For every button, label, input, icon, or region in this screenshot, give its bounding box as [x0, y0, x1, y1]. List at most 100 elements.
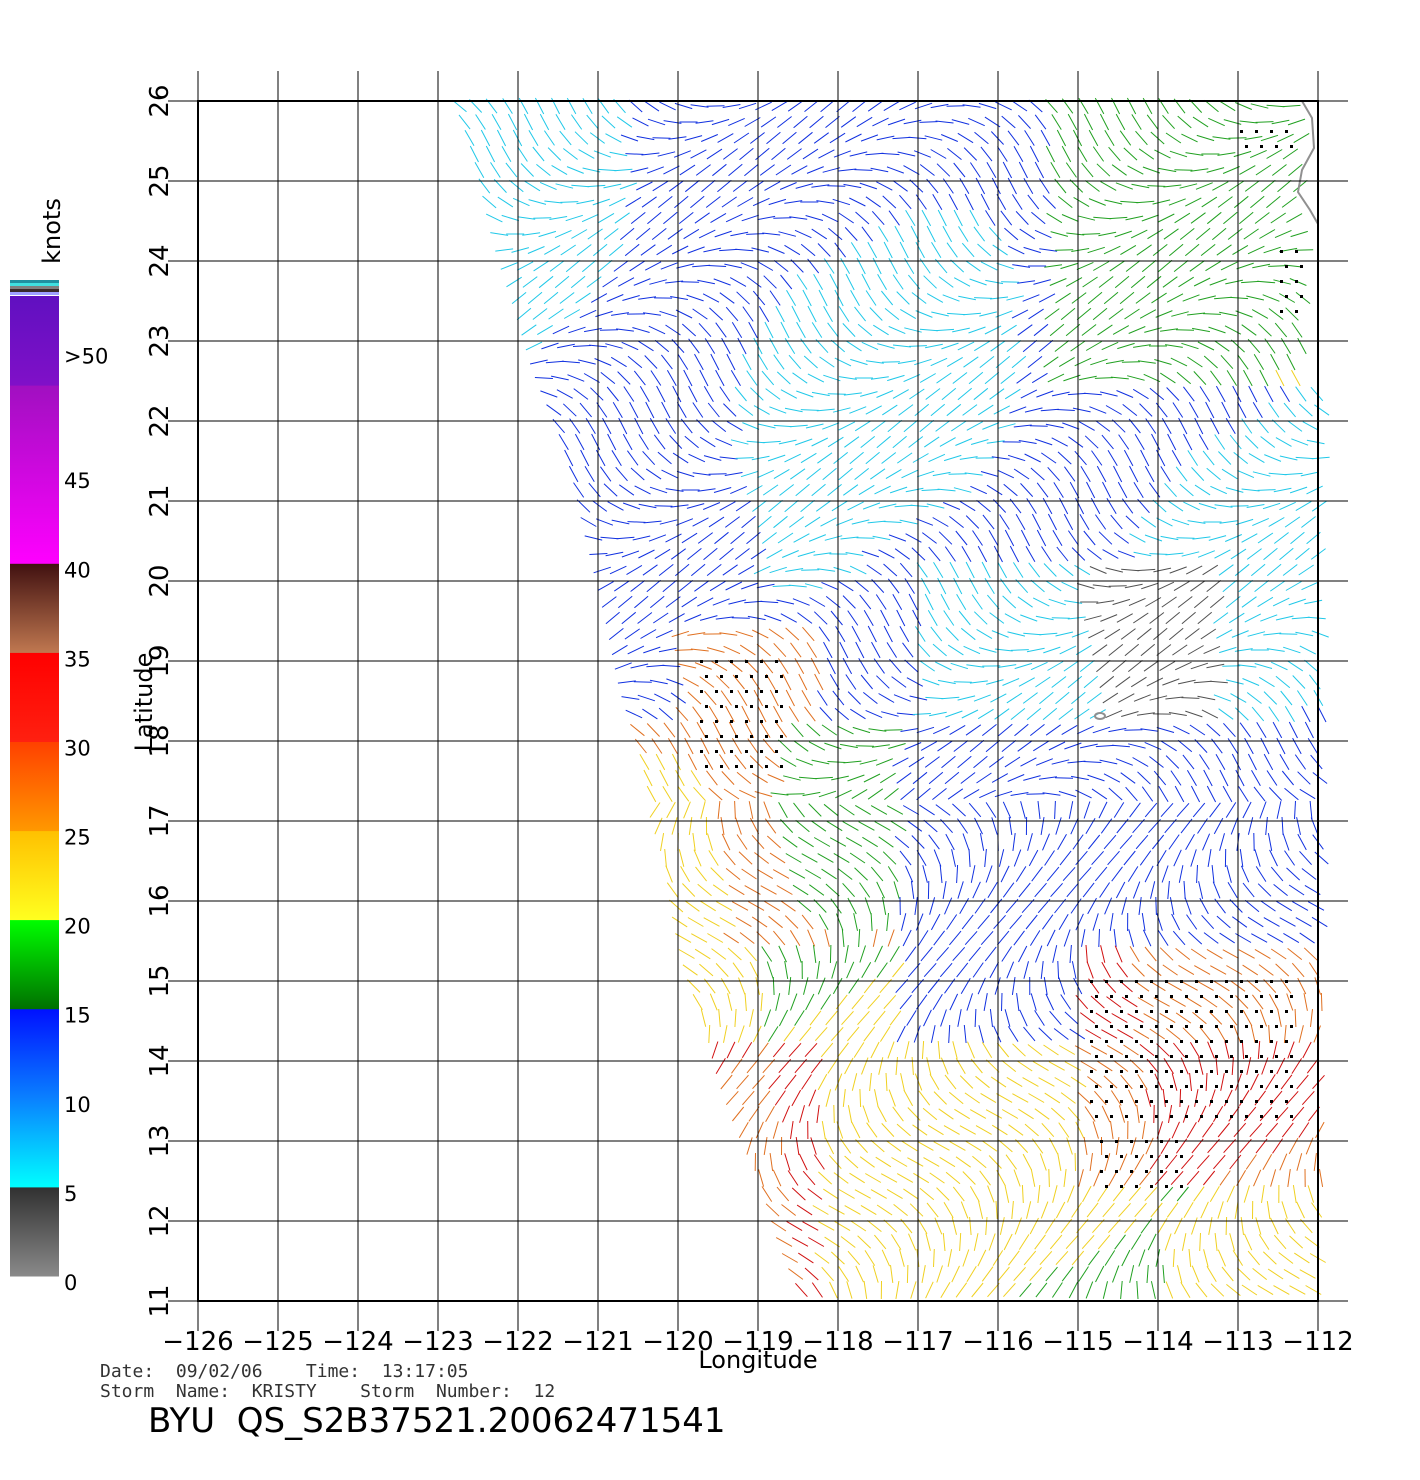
wind-vector [782, 836, 798, 848]
wind-vector [1277, 1009, 1282, 1027]
wind-vector [1079, 660, 1095, 672]
rain-flag [1140, 1055, 1143, 1058]
wind-vector [916, 470, 935, 478]
wind-vector [666, 882, 679, 898]
wind-vector [721, 196, 737, 208]
wind-vector [655, 629, 673, 639]
wind-vector [951, 420, 967, 432]
wind-vector [1150, 881, 1156, 899]
wind-vector [1048, 598, 1066, 606]
wind-vector [931, 311, 949, 317]
longitude-tick-label: −112 [1282, 1327, 1353, 1357]
wind-vector [817, 853, 834, 863]
wind-vector [1222, 166, 1240, 174]
wind-vector [893, 1204, 908, 1216]
wind-vector [978, 1025, 984, 1043]
wind-vector [595, 518, 614, 526]
wind-vector [1297, 833, 1307, 851]
rain-flag [1125, 1055, 1128, 1058]
wind-vector [773, 354, 785, 370]
wind-vector [824, 742, 842, 750]
wind-vector [963, 1024, 967, 1044]
wind-vector [1267, 933, 1284, 943]
wind-vector [1208, 326, 1226, 334]
wind-vector [579, 309, 597, 319]
wind-vector [969, 1185, 980, 1203]
wind-vector [811, 228, 828, 240]
wind-vector [992, 244, 1008, 256]
wind-vector [1100, 614, 1118, 622]
wind-vector [511, 292, 527, 304]
wind-vector [1292, 901, 1309, 911]
wind-vector [1193, 1186, 1205, 1202]
wind-vector [850, 1220, 867, 1232]
wind-vector [1047, 373, 1065, 383]
wind-vector [1018, 1108, 1034, 1120]
wind-vector [692, 706, 704, 722]
rain-flag [715, 720, 718, 723]
wind-vector [1281, 1201, 1288, 1219]
wind-vector [973, 387, 989, 401]
rain-flag [1260, 1115, 1263, 1118]
wind-vector [960, 1201, 969, 1219]
latitude-tick-label: 24 [145, 244, 175, 277]
wind-vector [684, 737, 694, 755]
wind-vector [1242, 964, 1259, 976]
rain-flag [705, 735, 708, 738]
wind-vector [978, 647, 997, 653]
wind-vector [654, 548, 671, 560]
wind-vector [757, 705, 767, 723]
wind-vector [1165, 1028, 1181, 1040]
wind-vector [1175, 466, 1188, 482]
wind-vector [1197, 611, 1213, 625]
wind-vector [528, 129, 539, 147]
wind-vector [1129, 1059, 1144, 1073]
wind-vector [953, 209, 963, 227]
wind-vector [1092, 726, 1111, 734]
wind-vector [646, 166, 664, 174]
rain-flag [1290, 1055, 1293, 1058]
wind-vector [1194, 739, 1208, 753]
wind-vector [1019, 228, 1036, 240]
wind-vector [1243, 1185, 1250, 1203]
wind-vector [501, 145, 512, 163]
wind-vector [698, 229, 716, 239]
colorbar-cap-stripe [10, 280, 59, 283]
wind-vector [871, 420, 887, 432]
rain-flag [1165, 1100, 1168, 1103]
wind-vector [1166, 387, 1180, 401]
wind-vector [1144, 741, 1162, 751]
wind-vector [611, 644, 628, 656]
wind-vector [1117, 481, 1128, 499]
wind-vector [1006, 961, 1015, 979]
wind-vector [863, 773, 881, 783]
wind-vector [690, 149, 707, 159]
wind-vector [808, 534, 826, 542]
wind-vector [948, 1091, 964, 1105]
wind-vector [674, 102, 693, 110]
wind-vector [814, 1026, 828, 1042]
wind-vector [1268, 308, 1284, 320]
wind-vector [930, 403, 946, 417]
wind-vector [932, 643, 947, 657]
wind-vector [956, 962, 969, 978]
wind-vector [1092, 584, 1111, 588]
wind-vector [1198, 502, 1217, 510]
wind-vector [1226, 370, 1238, 386]
wind-vector [778, 1009, 789, 1027]
wind-vector [1212, 881, 1221, 899]
wind-vector [1121, 897, 1127, 915]
wind-vector [1152, 499, 1167, 513]
rain-flag [1185, 995, 1188, 998]
wind-vector [870, 1189, 887, 1199]
wind-vector [1043, 563, 1057, 577]
wind-vector [809, 1010, 822, 1026]
wind-vector [1299, 932, 1315, 944]
wind-vector [1214, 296, 1233, 300]
wind-vector [1284, 516, 1301, 528]
wind-vector [1280, 690, 1293, 706]
wind-vector [973, 611, 988, 625]
rain-flag [1230, 1115, 1233, 1118]
wind-vector [1140, 643, 1156, 657]
